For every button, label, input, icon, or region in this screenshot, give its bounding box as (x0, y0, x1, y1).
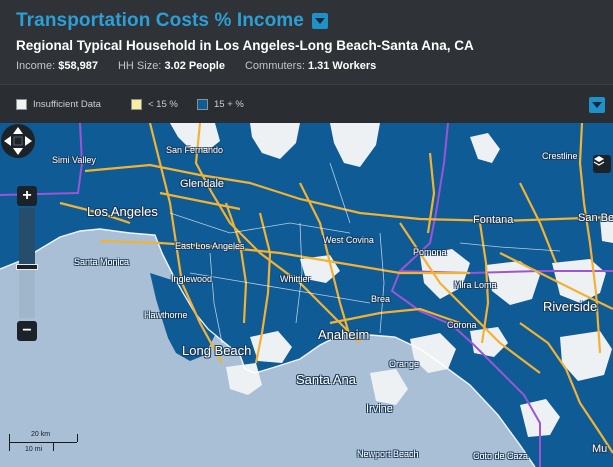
scale-mi-label: 10 mi (25, 446, 43, 453)
map-label-glendale: Glendale (180, 178, 225, 190)
map-label-mira-loma: Mira Loma (454, 280, 497, 290)
income-stat: Income: $58,987 (16, 60, 98, 72)
map-label-mu: Mu (592, 443, 608, 455)
map-graphics (0, 123, 613, 467)
legend-swatch-high (197, 99, 208, 110)
legend-swatch-low (131, 99, 142, 110)
legend-item-insufficient: Insufficient Data (16, 99, 101, 110)
hh-size-stat: HH Size: 3.02 People (118, 60, 225, 72)
commuters-value: 1.31 Workers (307, 60, 377, 72)
zoom-in-button[interactable]: + (17, 186, 37, 206)
title-row: Transportation Costs % Income (16, 10, 328, 32)
map-label-simi-valley: Simi Valley (52, 155, 96, 165)
income-label: Income: (16, 60, 56, 72)
hh-size-label: HH Size: (117, 60, 162, 72)
land-area (0, 123, 613, 467)
road-network (169, 162, 561, 344)
zoom-control: + − (16, 186, 38, 341)
map-label-santa-ana: Santa Ana (296, 372, 356, 387)
legend-label-high: 15 + % (214, 99, 244, 110)
chevron-down-icon (592, 102, 602, 108)
pan-right-icon (25, 136, 32, 146)
zoom-slider-track[interactable] (19, 208, 35, 318)
header-panel: Transportation Costs % Income Regional T… (0, 0, 613, 84)
chevron-down-icon (314, 18, 325, 24)
pan-left-icon (4, 136, 11, 146)
map-label-fontana: Fontana (473, 214, 514, 226)
pan-down-icon (13, 148, 23, 155)
pan-up-icon (13, 127, 23, 134)
scale-km-label: 20 km (31, 431, 51, 438)
scale-bar: 20 km 10 mi (9, 428, 81, 458)
legend-item-low: < 15 % (131, 99, 178, 110)
legend-toggle-button[interactable] (589, 97, 605, 113)
map-label-san-bern: San Ben (578, 212, 613, 224)
map-label-west-covina: West Covina (323, 235, 374, 245)
map-label-brea: Brea (371, 294, 391, 304)
map-label-anaheim: Anaheim (318, 327, 370, 342)
map-label-irvine: Irvine (366, 403, 393, 415)
map-label-pomona: Pomona (413, 247, 447, 257)
highway-network (59, 123, 613, 454)
legend-bar: Insufficient Data < 15 % 15 + % (0, 84, 613, 123)
legend-label-insufficient: Insufficient Data (33, 99, 101, 110)
title-dropdown-button[interactable] (311, 13, 328, 29)
map-label-coto-de-caza: Coto de Caza (473, 451, 529, 461)
map-label-santa-monica: Santa Monica (74, 257, 130, 267)
commuters-label: Commuters: (244, 60, 305, 72)
pan-control[interactable] (0, 123, 36, 159)
legend-swatch-insufficient (16, 99, 27, 110)
map-label-inglewood: Inglewood (171, 274, 213, 284)
commuters-stat: Commuters: 1.31 Workers (245, 60, 376, 72)
map-label-long-beach: Long Beach (182, 343, 252, 358)
zoom-slider-thumb[interactable] (16, 264, 38, 270)
layers-icon (593, 156, 605, 166)
map-label-riverside: Riverside (543, 299, 598, 314)
household-stats: Income: $58,987 HH Size: 3.02 People Com… (16, 60, 376, 72)
map-canvas[interactable]: Simi Valley San Fernando Glendale Los An… (0, 123, 613, 467)
map-label-san-fernando: San Fernando (166, 145, 224, 155)
layers-button[interactable] (593, 155, 611, 173)
map-title: Transportation Costs % Income (16, 10, 304, 31)
peninsula-area (150, 273, 215, 361)
map-label-orange: Orange (389, 359, 420, 369)
zoom-out-button[interactable]: − (17, 321, 37, 341)
map-label-los-angeles: Los Angeles (87, 204, 158, 219)
legend-label-low: < 15 % (148, 99, 178, 110)
region-subtitle: Regional Typical Household in Los Angele… (16, 38, 474, 53)
map-label-hawthorne: Hawthorne (144, 310, 188, 320)
map-label-crestline: Crestline (542, 151, 578, 161)
income-value: $58,987 (58, 60, 98, 72)
legend-item-high: 15 + % (197, 99, 244, 110)
map-label-corona: Corona (447, 320, 477, 330)
map-label-newport-beach: Newport Beach (357, 449, 419, 459)
map-label-east-los-angeles: East Los Angeles (175, 241, 245, 251)
map-label-whittier: Whittier (280, 274, 311, 284)
hh-size-value: 3.02 People (164, 60, 225, 72)
